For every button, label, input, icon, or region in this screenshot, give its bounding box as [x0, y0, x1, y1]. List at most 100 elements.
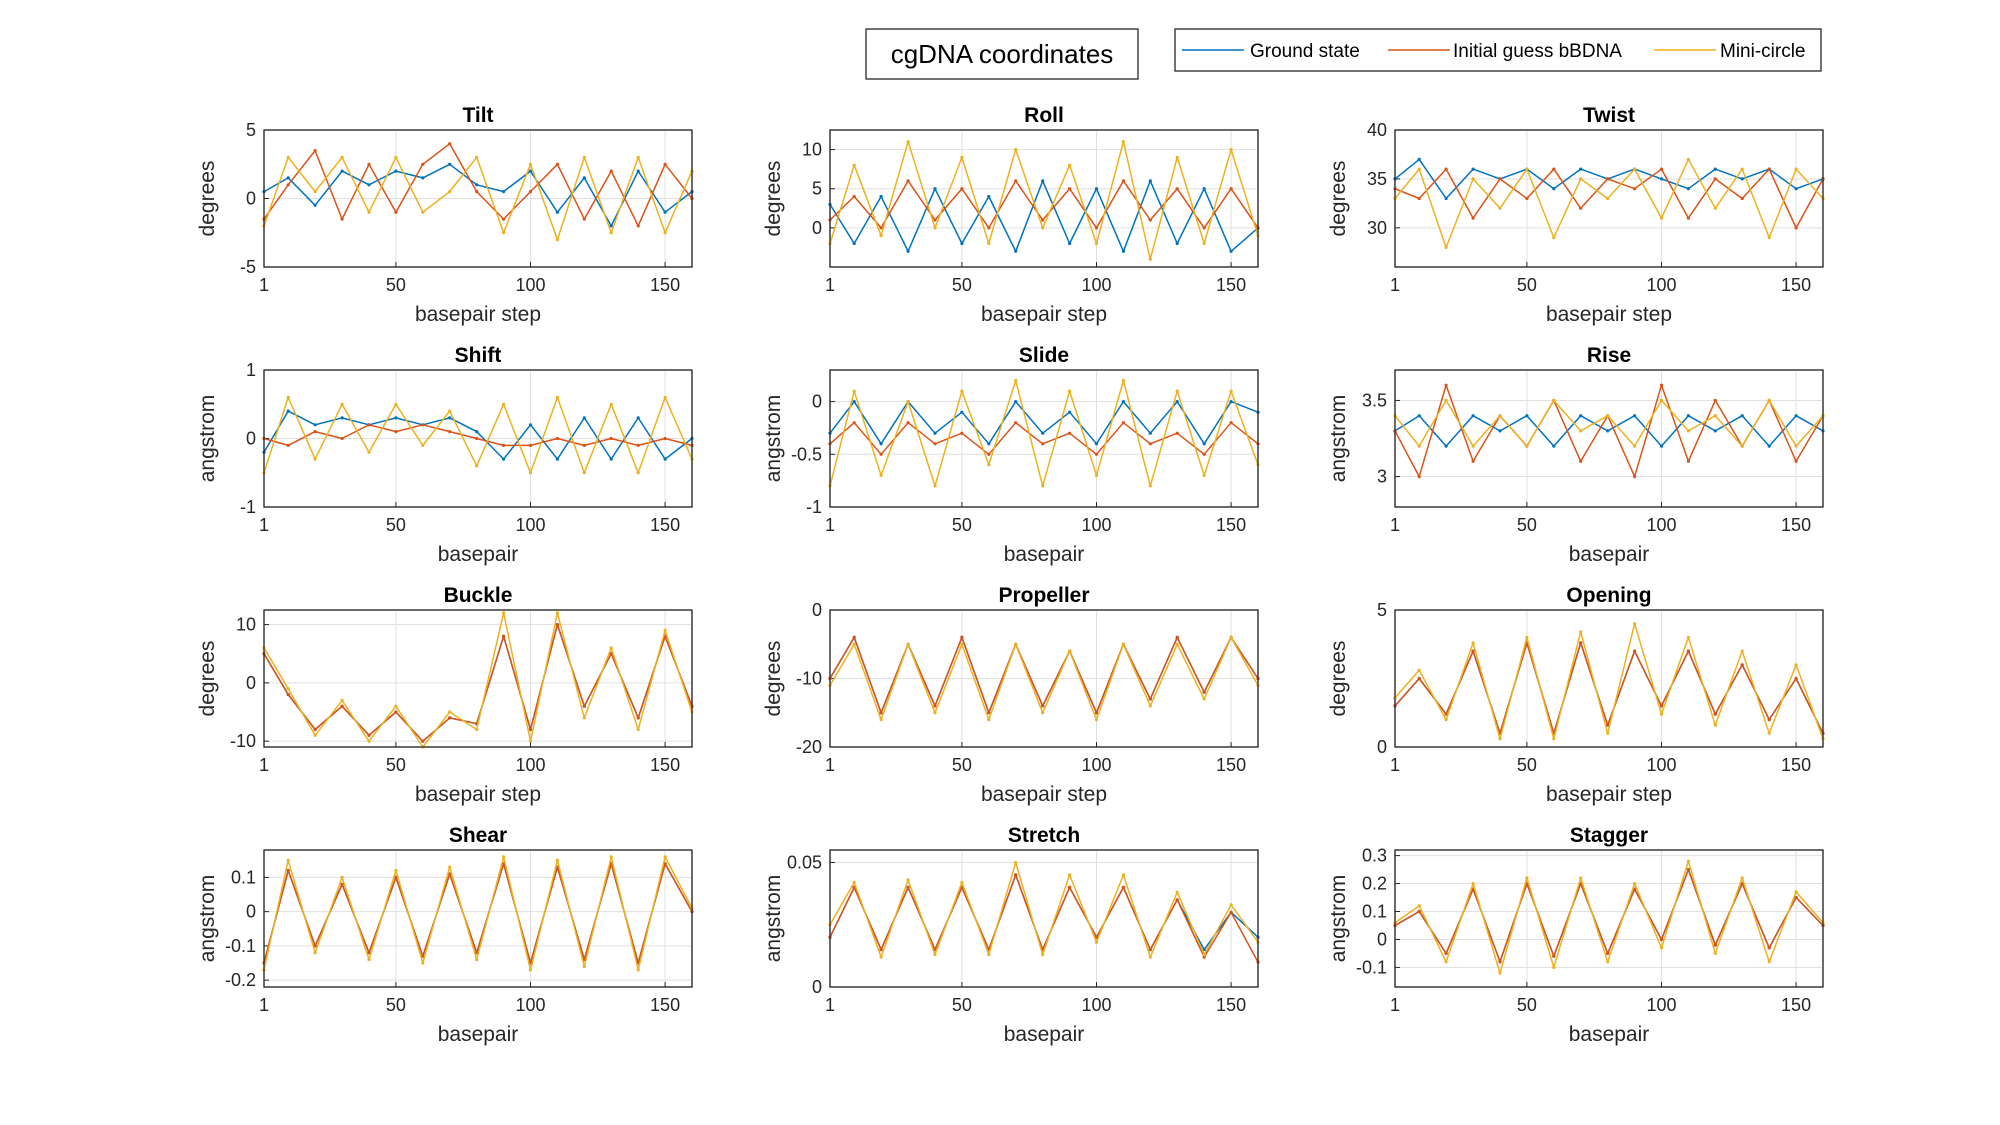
buckle-point-mini-circle	[636, 727, 640, 732]
stretch-x-tick-label: 1	[825, 995, 835, 1015]
stretch-point-mini-circle	[1202, 953, 1206, 957]
tilt-point-ground-state	[475, 183, 479, 187]
roll-point-initial-guess-bbdna	[1202, 226, 1206, 230]
twist-point-initial-guess-bbdna	[1498, 177, 1502, 181]
stretch-point-mini-circle	[960, 880, 964, 885]
buckle-y-tick-label: 0	[246, 673, 256, 693]
shift-point-initial-guess-bbdna	[502, 443, 506, 447]
propeller-point-mini-circle	[1041, 711, 1045, 715]
stretch-title: Stretch	[1008, 824, 1080, 847]
opening-point-mini-circle	[1471, 641, 1475, 645]
opening-point-mini-circle	[1686, 635, 1690, 640]
propeller-point-mini-circle	[1094, 718, 1099, 722]
twist-point-initial-guess-bbdna	[1686, 216, 1690, 220]
shift-point-mini-circle	[555, 395, 560, 399]
roll-point-ground-state	[933, 187, 937, 191]
propeller-point-initial-guess-bbdna	[1094, 711, 1099, 715]
roll-point-mini-circle	[906, 140, 910, 144]
shift-point-ground-state	[340, 416, 344, 420]
stretch-x-tick-label: 100	[1081, 995, 1111, 1015]
rise-point-initial-guess-bbdna	[1444, 383, 1448, 387]
propeller-point-mini-circle	[906, 642, 910, 646]
slide-y-tick-label: 0	[812, 392, 822, 412]
tilt-point-mini-circle	[367, 210, 371, 214]
shift-point-mini-circle	[475, 464, 479, 468]
propeller-point-mini-circle	[960, 642, 964, 646]
twist-point-initial-guess-bbdna	[1767, 167, 1771, 171]
roll-point-ground-state	[1229, 249, 1233, 253]
slide-point-initial-guess-bbdna	[1014, 421, 1018, 425]
shift-y-axis-label: angstrom	[196, 395, 219, 483]
shear-point-mini-circle	[663, 855, 667, 859]
twist-point-initial-guess-bbdna	[1659, 167, 1664, 171]
twist-point-initial-guess-bbdna	[1444, 167, 1448, 171]
stretch-point-initial-guess-bbdna	[1175, 898, 1179, 902]
tilt-x-tick-label: 150	[650, 275, 680, 295]
stretch-point-mini-circle	[1041, 953, 1045, 957]
roll-point-initial-guess-bbdna	[1068, 187, 1072, 191]
tilt-title: Tilt	[462, 104, 493, 127]
stretch-point-mini-circle	[1121, 873, 1125, 877]
shift-point-ground-state	[555, 457, 560, 461]
roll-point-mini-circle	[1041, 226, 1045, 230]
opening-x-tick-label: 1	[1390, 755, 1400, 775]
buckle-point-initial-guess-bbdna	[394, 710, 398, 714]
shear-point-mini-circle	[367, 958, 371, 962]
shift-x-tick-label: 150	[650, 515, 680, 535]
opening-point-mini-circle	[1552, 737, 1556, 741]
stagger-y-tick-label: 0.3	[1362, 846, 1387, 866]
tilt-point-initial-guess-bbdna	[475, 190, 479, 194]
shift-point-mini-circle	[421, 443, 425, 447]
opening-point-initial-guess-bbdna	[1417, 676, 1421, 681]
shift-point-initial-guess-bbdna	[475, 436, 479, 441]
roll-point-ground-state	[987, 194, 991, 199]
rise-point-mini-circle	[1794, 444, 1798, 448]
rise-point-ground-state	[1471, 414, 1475, 418]
roll-point-initial-guess-bbdna	[960, 187, 964, 191]
shear-point-mini-circle	[582, 964, 586, 969]
stagger-point-mini-circle	[1444, 960, 1448, 964]
roll-point-mini-circle	[1014, 148, 1018, 152]
tilt-point-initial-guess-bbdna	[528, 190, 533, 194]
shear-x-tick-label: 150	[650, 995, 680, 1015]
shift-point-mini-circle	[313, 457, 317, 461]
slide-point-ground-state	[1202, 442, 1206, 446]
opening-point-initial-guess-bbdna	[1633, 649, 1637, 653]
opening-point-initial-guess-bbdna	[1740, 663, 1744, 667]
shift-x-tick-label: 1	[259, 515, 269, 535]
roll-point-mini-circle	[933, 226, 937, 230]
propeller-point-mini-circle	[1014, 642, 1018, 646]
tilt-point-ground-state	[555, 210, 560, 214]
tilt-point-ground-state	[502, 190, 506, 194]
twist-point-mini-circle	[1525, 167, 1529, 171]
twist-point-initial-guess-bbdna	[1794, 226, 1798, 230]
stagger-point-mini-circle	[1794, 890, 1798, 894]
propeller-point-initial-guess-bbdna	[1148, 697, 1152, 701]
twist-point-mini-circle	[1471, 177, 1475, 181]
propeller-point-initial-guess-bbdna	[960, 635, 964, 640]
rise-x-tick-label: 50	[1517, 515, 1537, 535]
rise-x-axis-label: basepair	[1569, 543, 1650, 566]
tilt-point-ground-state	[663, 210, 667, 214]
twist-point-ground-state	[1713, 167, 1717, 171]
propeller-y-axis-label: degrees	[762, 641, 785, 717]
rise-point-initial-guess-bbdna	[1471, 459, 1475, 463]
shift-point-ground-state	[286, 409, 290, 413]
buckle-point-mini-circle	[502, 611, 506, 615]
roll-title: Roll	[1024, 104, 1064, 127]
buckle-point-initial-guess-bbdna	[582, 704, 586, 708]
propeller-point-mini-circle	[1068, 649, 1072, 653]
tilt-point-ground-state	[582, 176, 586, 180]
tilt-point-ground-state	[367, 183, 371, 187]
stagger-point-initial-guess-bbdna	[1794, 895, 1798, 900]
stretch-point-initial-guess-bbdna	[1148, 948, 1152, 952]
rise-point-ground-state	[1525, 414, 1529, 418]
opening-y-tick-label: 5	[1377, 600, 1387, 620]
tilt-point-mini-circle	[340, 155, 344, 159]
slide-point-mini-circle	[1068, 389, 1072, 393]
shift-point-initial-guess-bbdna	[528, 443, 533, 447]
roll-point-ground-state	[852, 241, 856, 246]
stagger-x-axis-label: basepair	[1569, 1023, 1650, 1046]
shift-point-initial-guess-bbdna	[286, 443, 290, 447]
